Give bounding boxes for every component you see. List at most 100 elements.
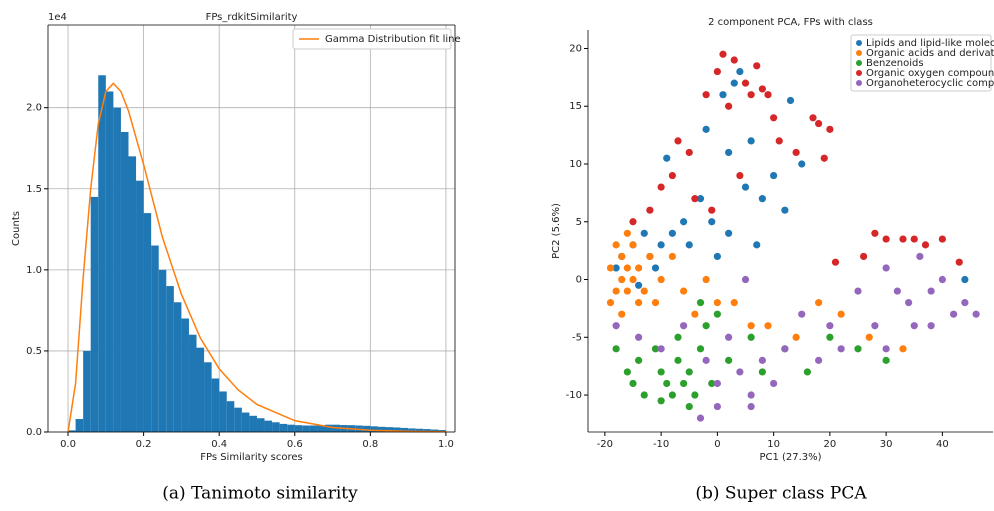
bar: [309, 425, 318, 432]
point: [640, 229, 648, 237]
point: [815, 299, 823, 307]
point: [685, 148, 693, 157]
point: [635, 299, 643, 307]
y-tick-label: 1.0: [26, 265, 42, 276]
bar: [415, 428, 424, 432]
point: [623, 264, 631, 272]
point: [871, 229, 879, 237]
chart-title: FPs_rdkitSimilarity: [206, 12, 298, 23]
point: [927, 287, 935, 295]
point: [691, 391, 699, 399]
bar: [272, 422, 280, 432]
legend-box: [292, 28, 452, 50]
point: [826, 322, 834, 330]
point: [702, 275, 710, 284]
point: [961, 299, 969, 307]
x-tick-label: 20: [824, 439, 837, 450]
point: [730, 79, 738, 87]
x-tick-label: 10: [767, 439, 780, 450]
point: [618, 310, 626, 318]
point: [753, 62, 761, 70]
point: [702, 125, 710, 133]
point: [747, 91, 755, 99]
point: [725, 356, 733, 364]
point: [612, 287, 620, 295]
bar: [279, 423, 288, 432]
legend-box: [850, 34, 992, 92]
caption: (b) Super class PCA: [695, 484, 867, 504]
point: [685, 241, 693, 249]
x-tick-label: 0.0: [60, 439, 76, 450]
bar: [128, 156, 137, 432]
point: [713, 252, 721, 261]
x-tick-label: 0.2: [136, 439, 152, 450]
legend-swatch: [856, 60, 862, 66]
point: [775, 137, 783, 145]
bar: [249, 415, 257, 432]
point: [657, 183, 665, 191]
x-tick-label: 0.4: [211, 439, 227, 450]
bar: [181, 318, 189, 432]
point: [668, 171, 676, 180]
point: [702, 91, 710, 99]
bar: [219, 391, 227, 432]
point: [651, 264, 660, 272]
point: [747, 137, 755, 145]
point: [612, 264, 620, 272]
bar: [120, 132, 129, 433]
bar: [90, 196, 99, 432]
point: [753, 241, 761, 249]
y-tick-label: -5: [572, 332, 582, 343]
point: [815, 119, 823, 128]
point: [708, 218, 716, 226]
bar: [241, 412, 250, 432]
point: [606, 264, 615, 272]
bar: [151, 245, 159, 432]
point: [764, 322, 772, 330]
point: [680, 287, 688, 295]
point: [612, 322, 620, 330]
x-tick-label: 30: [880, 439, 893, 450]
legend-label: Organoheterocyclic compounds: [866, 78, 994, 89]
bar: [362, 425, 371, 432]
point: [696, 414, 705, 422]
point: [770, 171, 778, 180]
legend-swatch: [856, 40, 862, 46]
bar: [188, 334, 197, 432]
point: [815, 356, 823, 364]
bar: [83, 350, 91, 432]
bar: [317, 425, 326, 432]
bar: [423, 429, 431, 432]
x-tick-label: -20: [597, 439, 613, 450]
point: [747, 322, 755, 330]
point: [719, 91, 727, 99]
bar: [204, 362, 212, 432]
legend-label: Lipids and lipid-like molecules: [866, 38, 994, 49]
bar: [234, 407, 242, 432]
point: [905, 299, 913, 307]
point: [629, 275, 637, 284]
bar: [196, 347, 205, 432]
y-tick-label: 5: [576, 217, 582, 228]
bar: [211, 378, 220, 432]
point: [927, 322, 935, 330]
legend-label: Benzenoids: [866, 58, 924, 69]
point: [736, 368, 744, 376]
point: [955, 258, 963, 266]
point: [618, 275, 626, 284]
point: [702, 322, 710, 330]
point: [809, 114, 817, 122]
legend-swatch: [856, 50, 862, 56]
point: [708, 379, 716, 388]
bar: [105, 91, 114, 433]
bar: [385, 427, 394, 432]
point: [629, 241, 637, 249]
point: [854, 287, 862, 295]
point: [713, 299, 721, 307]
point: [713, 402, 721, 411]
bar: [302, 425, 310, 432]
bar: [98, 75, 106, 432]
point: [764, 91, 772, 99]
x-tick-label: 0: [714, 439, 720, 450]
